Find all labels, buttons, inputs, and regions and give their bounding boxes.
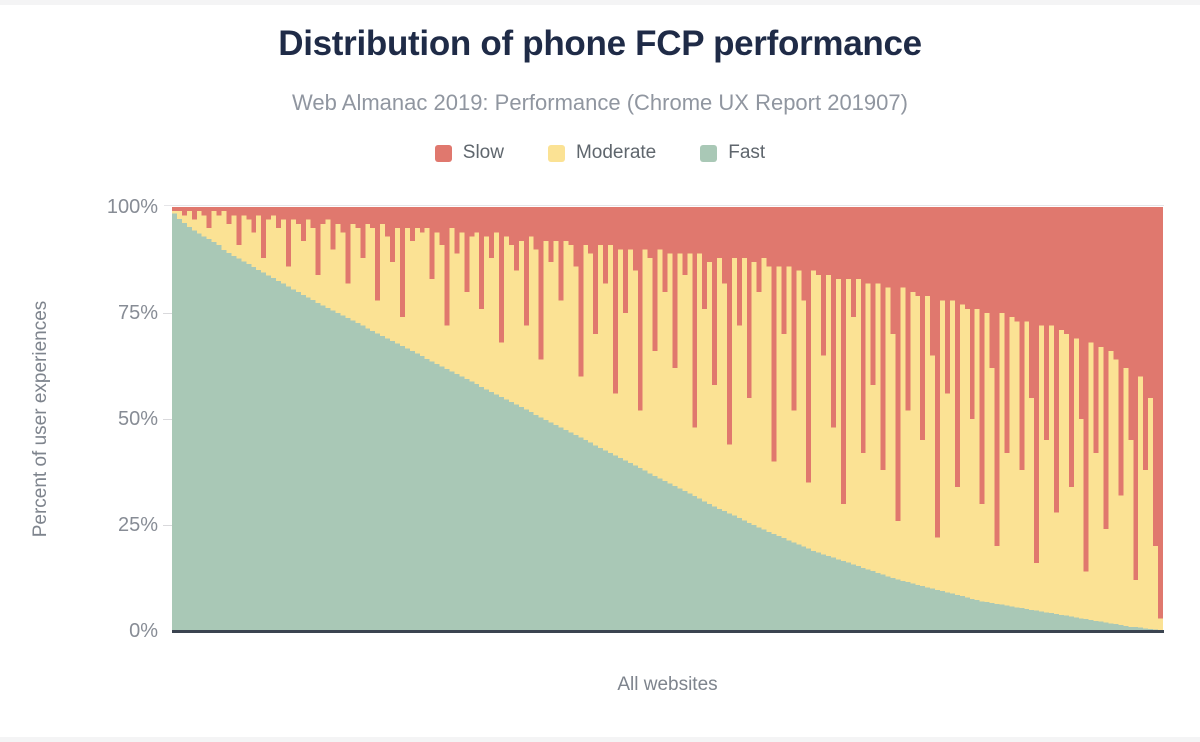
legend-label-moderate: Moderate (575, 142, 657, 163)
legend-item-slow: Slow (434, 142, 504, 164)
y-tick-label-25: 25% (117, 514, 158, 536)
y-tick-mark-25 (163, 525, 172, 526)
legend-swatch-fast (700, 144, 718, 162)
y-tick-label-0: 0% (129, 620, 158, 642)
legend-label-fast: Fast (728, 142, 766, 163)
bars-group (172, 207, 1163, 631)
x-axis-line (172, 630, 1164, 633)
chart-subtitle: Web Almanac 2019: Performance (Chrome UX… (292, 90, 908, 115)
y-tick-mark-50 (163, 419, 172, 420)
legend-swatch-slow (434, 144, 452, 162)
chart-title: Distribution of phone FCP performance (278, 24, 922, 63)
y-tick-label-100: 100% (106, 196, 158, 218)
legend: Slow Moderate Fast (0, 142, 1200, 164)
legend-label-slow: Slow (462, 142, 504, 163)
y-tick-mark-75 (163, 313, 172, 314)
top-gridline (164, 205, 1164, 206)
legend-item-fast: Fast (700, 142, 765, 164)
y-tick-label-50: 50% (117, 408, 158, 430)
y-tick-label-75: 75% (117, 302, 158, 324)
legend-swatch-moderate (547, 144, 565, 162)
bars-svg (172, 207, 1163, 631)
bottom-edge-strip (0, 737, 1200, 742)
legend-item-moderate: Moderate (547, 142, 657, 164)
y-axis-title: Percent of user experiences (30, 300, 51, 538)
top-edge-strip (0, 0, 1200, 5)
stacked-bar-plot (172, 207, 1163, 631)
x-axis-title: All websites (617, 674, 718, 695)
